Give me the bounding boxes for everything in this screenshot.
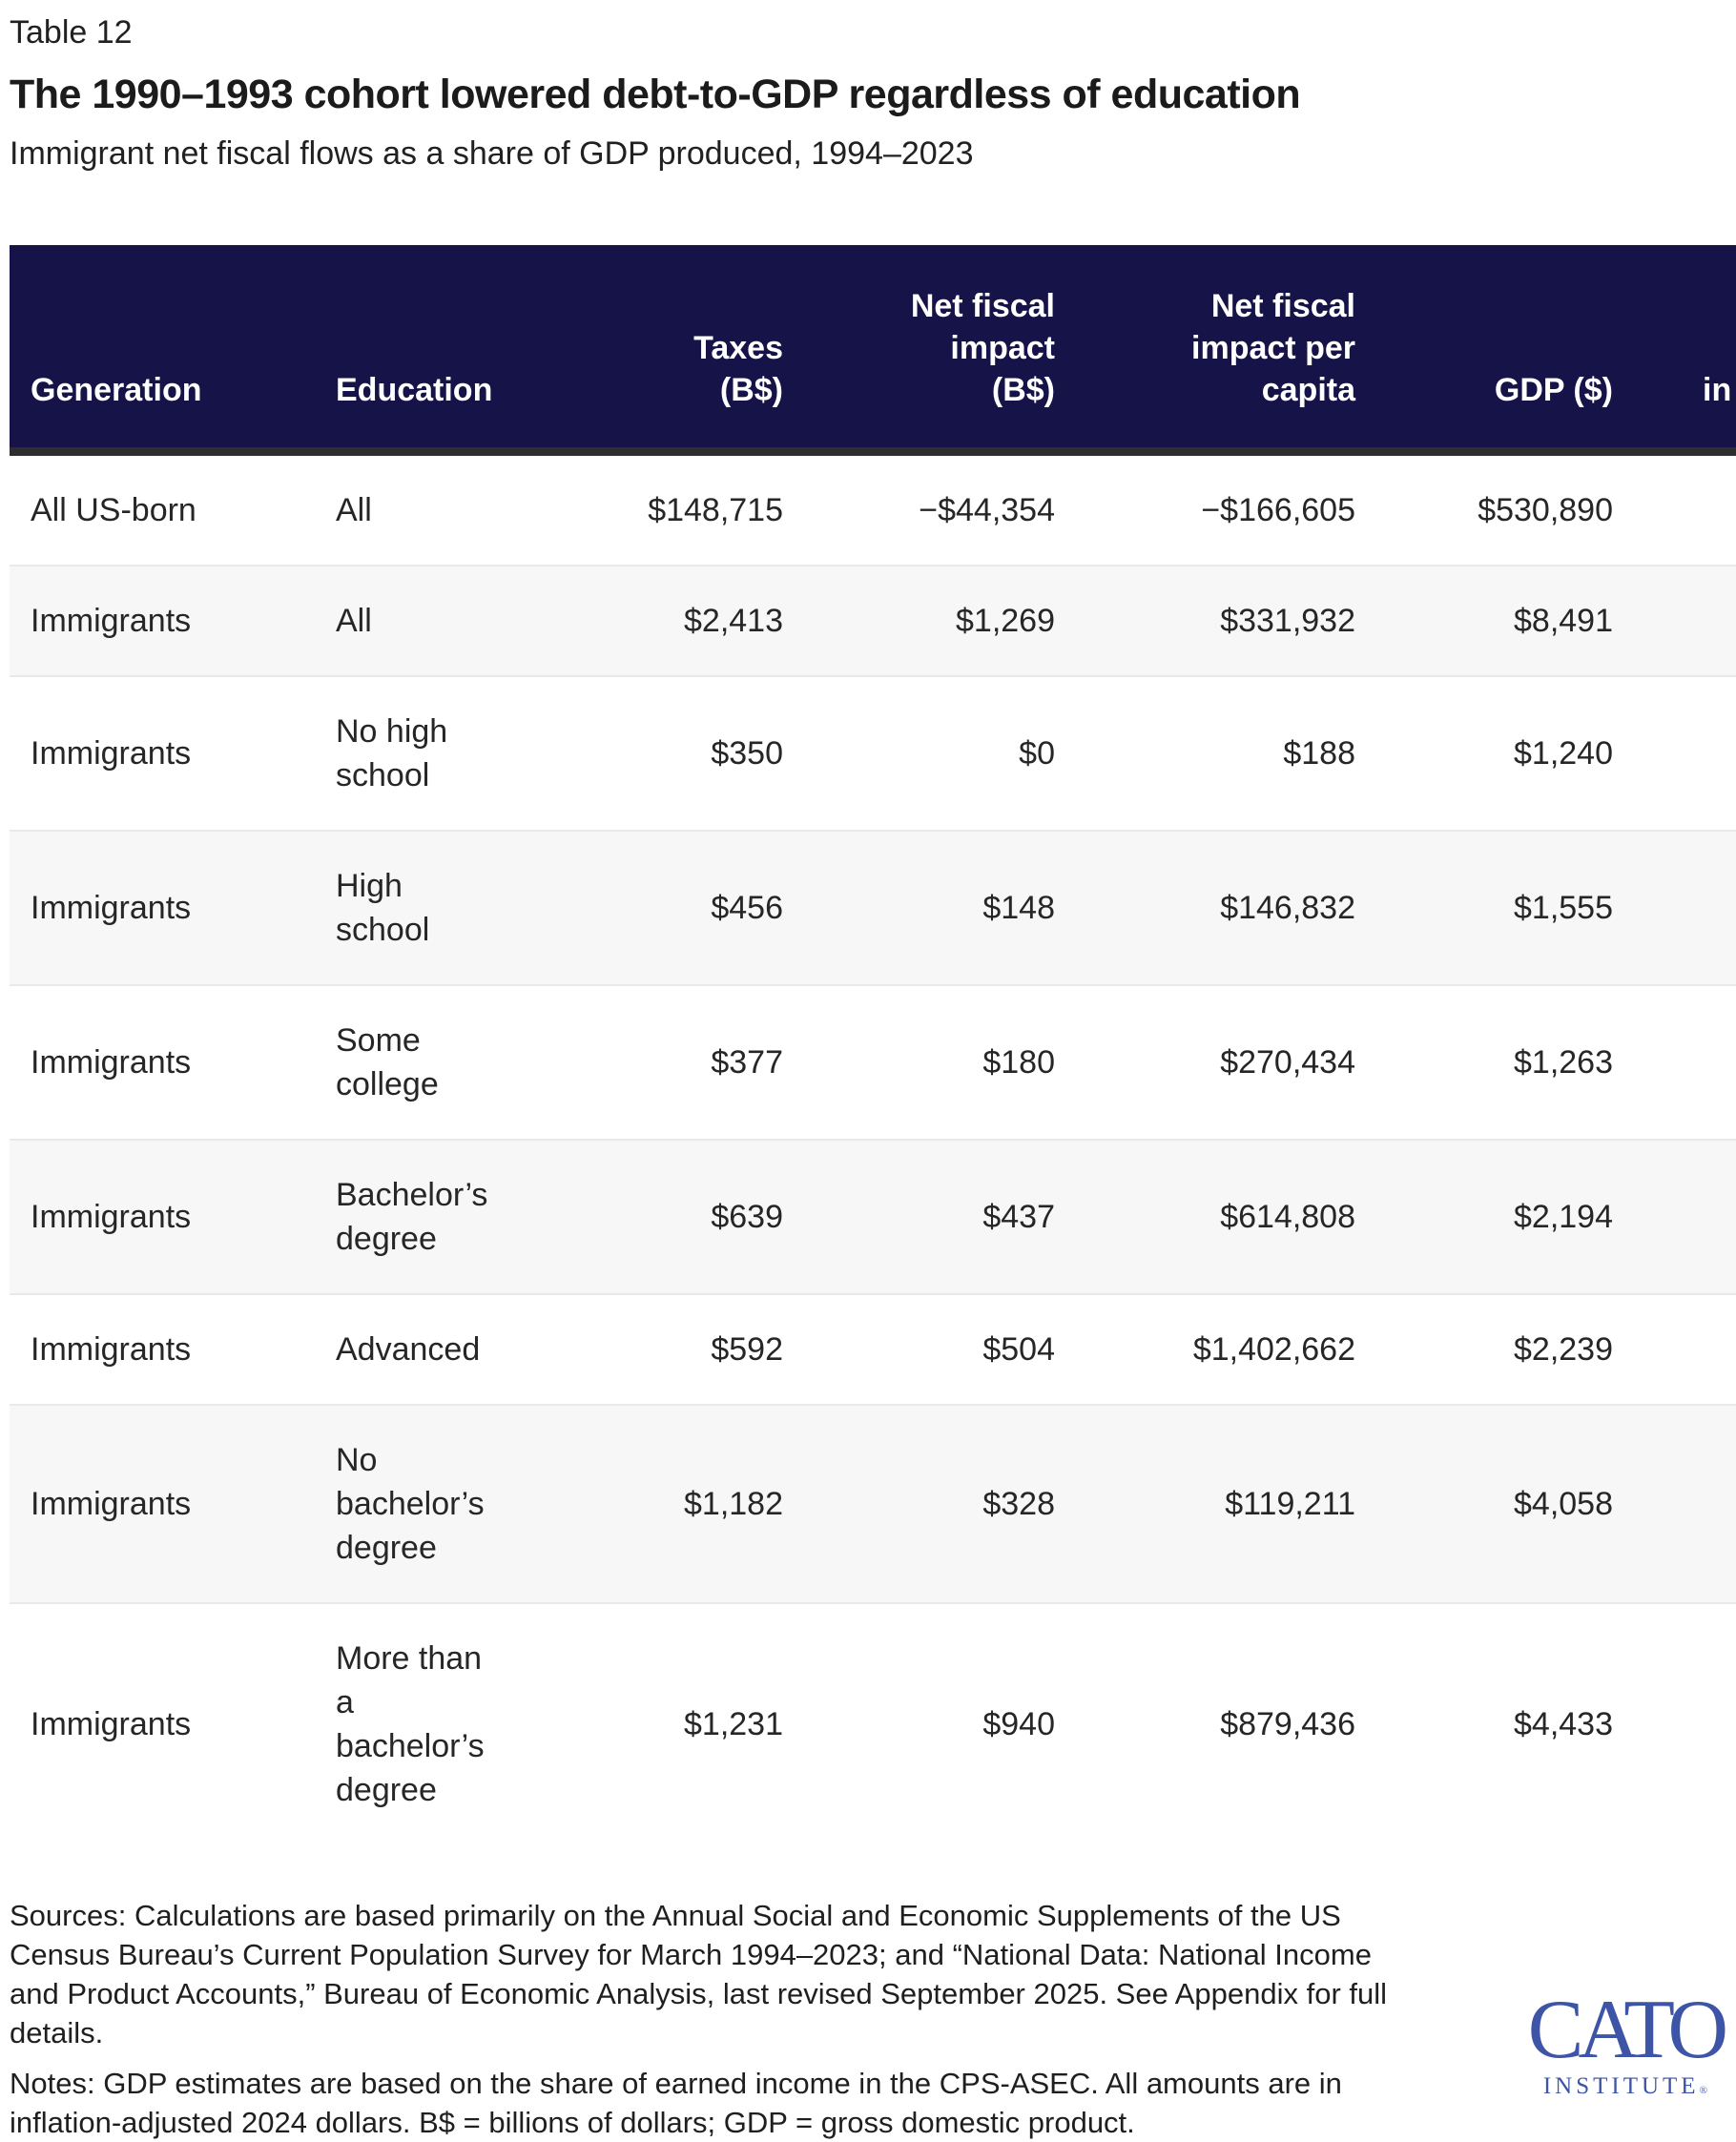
cell-gdp: $2,239 (1388, 1293, 1645, 1405)
table-row: All US-born All $148,715 −$44,354 −$166,… (10, 452, 1736, 566)
cell-gdp: $1,555 (1388, 830, 1645, 985)
col-header-education: Education (315, 245, 525, 456)
cell-taxes: $148,715 (648, 492, 783, 528)
cell-nfi-per-capita: $879,436 (1087, 1602, 1388, 1844)
col-header-taxes: Taxes (B$) (525, 245, 816, 456)
cell-generation: Immigrants (10, 830, 315, 985)
cell-truncated (1645, 1293, 1736, 1405)
cell-generation: Immigrants (10, 984, 315, 1140)
cell-truncated (1645, 1404, 1736, 1603)
table-row: Immigrants All $2,413 $1,269 $331,932 $8… (10, 565, 1736, 676)
cell-net-fiscal-impact: $437 (816, 1139, 1087, 1294)
cell-taxes: $2,413 (525, 565, 816, 676)
cell-education: All (315, 565, 525, 676)
registered-mark: ® (1699, 2085, 1707, 2096)
cell-gdp: $2,194 (1388, 1139, 1645, 1294)
cell-net-fiscal-impact: $0 (816, 675, 1087, 831)
col-header-generation: Generation (10, 245, 315, 456)
cell-nfi-per-capita: $614,808 (1087, 1139, 1388, 1294)
cell-nfi-per-capita: −$166,605 (1201, 492, 1355, 528)
cell-truncated (1645, 565, 1736, 676)
cell-gdp: $8,491 (1388, 565, 1645, 676)
cell-gdp: $4,058 (1388, 1404, 1645, 1603)
page-title: The 1990–1993 cohort lowered debt-to-GDP… (10, 72, 1301, 117)
table-row: Immigrants Bachelor’s degree $639 $437 $… (10, 1139, 1736, 1294)
table-row: Immigrants Advanced $592 $504 $1,402,662… (10, 1293, 1736, 1405)
table-row: Immigrants More than a bachelor’s degree… (10, 1602, 1736, 1844)
cell-gdp: $1,240 (1388, 675, 1645, 831)
cell-net-fiscal-impact: $504 (816, 1293, 1087, 1405)
cell-net-fiscal-impact: $328 (816, 1404, 1087, 1603)
table-container: Generation Education Taxes (B$) Net fisc… (10, 245, 1736, 1844)
cell-education: No bachelor’s degree (315, 1404, 525, 1603)
cell-taxes: $639 (525, 1139, 816, 1294)
cell-education: Some college (315, 984, 525, 1140)
cell-nfi-per-capita: $331,932 (1087, 565, 1388, 676)
cell-net-fiscal-impact: −$44,354 (919, 492, 1055, 528)
cell-truncated (1645, 1602, 1736, 1844)
col-header-nfi-per-capita: Net fiscal impact per capita (1087, 245, 1388, 456)
cell-net-fiscal-impact: $148 (816, 830, 1087, 985)
cell-education: Advanced (315, 1293, 525, 1405)
footer-notes: Notes: GDP estimates are based on the sh… (10, 2067, 1342, 2139)
cell-generation: All US-born (31, 492, 196, 528)
cell-education: Bachelor’s degree (315, 1139, 525, 1294)
col-header-net-fiscal-impact: Net fiscal impact (B$) (816, 245, 1087, 456)
cell-truncated (1645, 1139, 1736, 1294)
table-row: Immigrants High school $456 $148 $146,83… (10, 830, 1736, 985)
cell-education: All (336, 492, 372, 528)
cell-truncated (1645, 452, 1736, 566)
cell-education: No high school (315, 675, 525, 831)
table-row: Immigrants Some college $377 $180 $270,4… (10, 984, 1736, 1140)
cell-generation: Immigrants (10, 1139, 315, 1294)
logo-institute-text: INSTITUTE (1542, 2073, 1700, 2099)
cell-gdp: $4,433 (1388, 1602, 1645, 1844)
col-header-gdp: GDP ($) (1388, 245, 1645, 456)
cell-nfi-per-capita: $146,832 (1087, 830, 1388, 985)
data-table: Generation Education Taxes (B$) Net fisc… (10, 245, 1736, 1844)
col-header-truncated: in (1645, 245, 1736, 456)
cell-truncated (1645, 830, 1736, 985)
cell-taxes: $350 (525, 675, 816, 831)
cell-taxes: $1,182 (525, 1404, 816, 1603)
cell-net-fiscal-impact: $180 (816, 984, 1087, 1140)
cell-generation: Immigrants (10, 1293, 315, 1405)
cell-taxes: $592 (525, 1293, 816, 1405)
table-header-row: Generation Education Taxes (B$) Net fisc… (10, 245, 1736, 456)
cell-generation: Immigrants (10, 1404, 315, 1603)
table-row: Immigrants No high school $350 $0 $188 $… (10, 675, 1736, 831)
cell-generation: Immigrants (10, 565, 315, 676)
footer-sources: Sources: Calculations are based primaril… (10, 1899, 1388, 2049)
cato-institute-logo: CATO INSTITUTE® (1527, 1984, 1728, 2105)
cell-taxes: $1,231 (525, 1602, 816, 1844)
cell-taxes: $456 (525, 830, 816, 985)
logo-wordmark: CATO (1527, 1984, 1728, 2076)
logo-institute-line: INSTITUTE® (1528, 2072, 1723, 2105)
page-subtitle: Immigrant net fiscal flows as a share of… (10, 135, 974, 172)
cell-generation: Immigrants (10, 1602, 315, 1844)
cell-truncated (1645, 984, 1736, 1140)
cell-nfi-per-capita: $119,211 (1087, 1404, 1388, 1603)
cell-truncated (1645, 675, 1736, 831)
table-row: Immigrants No bachelor’s degree $1,182 $… (10, 1404, 1736, 1603)
cell-taxes: $377 (525, 984, 816, 1140)
cell-net-fiscal-impact: $1,269 (816, 565, 1087, 676)
cell-generation: Immigrants (10, 675, 315, 831)
cell-education: More than a bachelor’s degree (315, 1602, 525, 1844)
cell-net-fiscal-impact: $940 (816, 1602, 1087, 1844)
cell-gdp: $530,890 (1478, 492, 1613, 528)
cell-nfi-per-capita: $270,434 (1087, 984, 1388, 1140)
cell-gdp: $1,263 (1388, 984, 1645, 1140)
cell-education: High school (315, 830, 525, 985)
cell-nfi-per-capita: $188 (1087, 675, 1388, 831)
table-label: Table 12 (10, 14, 133, 51)
cell-nfi-per-capita: $1,402,662 (1087, 1293, 1388, 1405)
